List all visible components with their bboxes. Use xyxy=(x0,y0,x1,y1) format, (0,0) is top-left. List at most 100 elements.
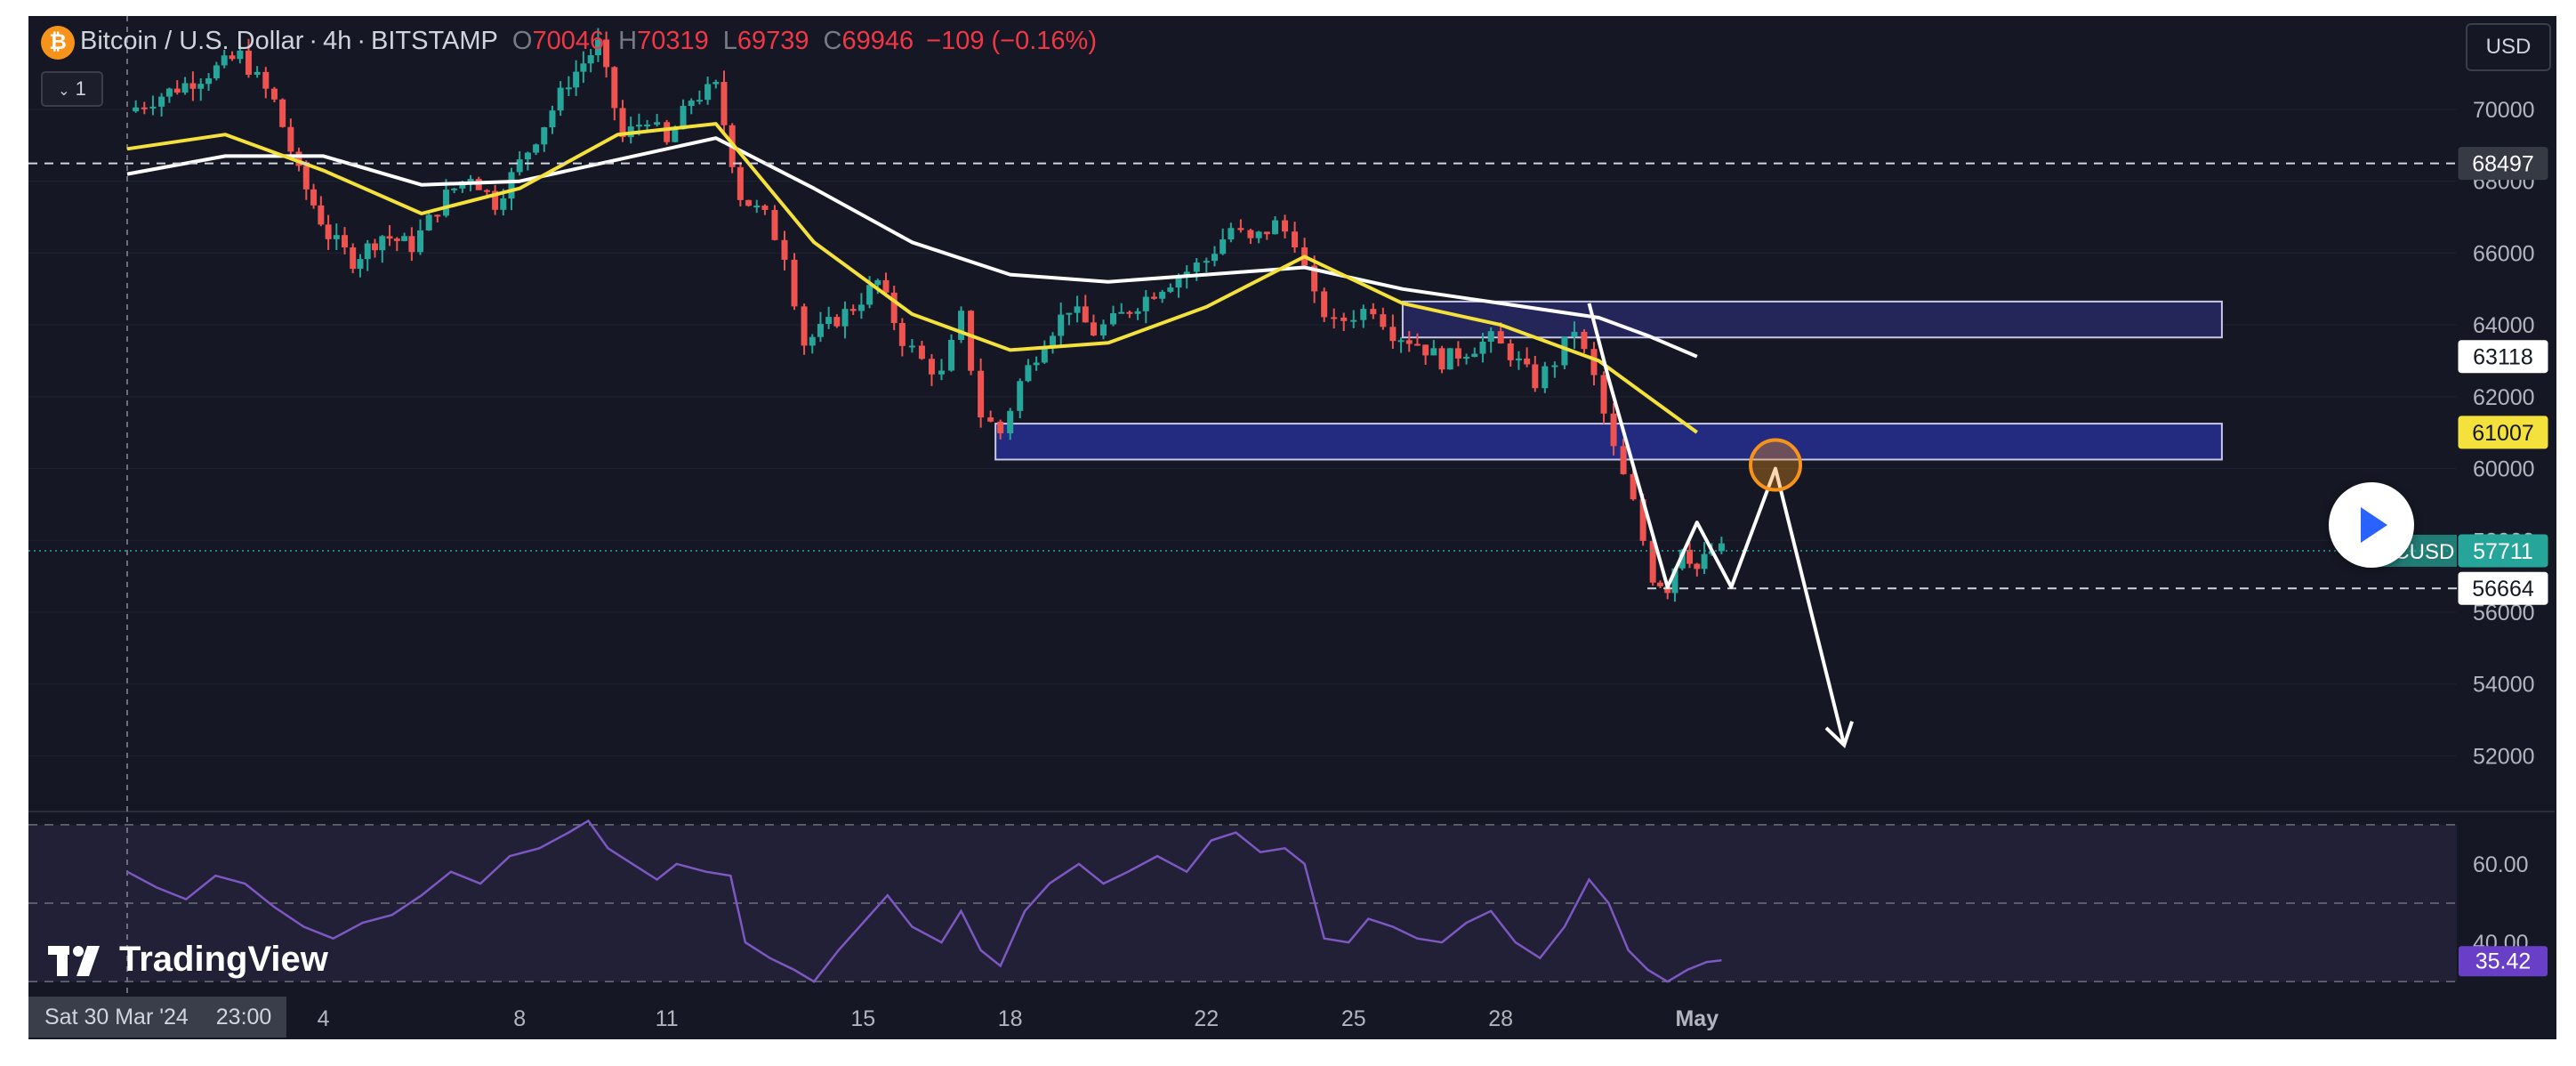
candle-down xyxy=(1507,343,1514,360)
time-tick-label: 28 xyxy=(1488,1006,1513,1031)
candle-up xyxy=(1471,353,1478,358)
candle-up xyxy=(221,55,228,66)
candle-up xyxy=(237,50,244,60)
candle-up xyxy=(1487,331,1494,343)
candle-up xyxy=(1515,358,1522,360)
indicator-toggle-button[interactable]: ⌄ 1 xyxy=(41,71,103,107)
candle-down xyxy=(918,345,925,359)
candle-down xyxy=(611,67,618,109)
candle-down xyxy=(1380,314,1387,327)
candle-down xyxy=(882,279,890,293)
candle-down xyxy=(1311,265,1318,292)
exchange-label: BITSTAMP xyxy=(371,27,498,55)
candle-down xyxy=(270,88,278,100)
level-56664-label: 56664 xyxy=(2472,577,2534,602)
price-tick-label: 62000 xyxy=(2473,385,2535,410)
candle-down xyxy=(1082,306,1089,323)
candle-up xyxy=(644,125,651,127)
candle-up xyxy=(197,84,205,89)
candle-up xyxy=(635,125,642,127)
candle-up xyxy=(1099,324,1107,336)
candle-up xyxy=(1463,357,1470,359)
candle-up xyxy=(866,285,873,305)
candle-up xyxy=(254,71,261,75)
candle-down xyxy=(1620,446,1627,474)
candle-down xyxy=(279,99,286,127)
high-key: H xyxy=(618,27,638,55)
candle-up xyxy=(1551,365,1558,367)
candle-down xyxy=(1150,296,1157,299)
candle-down xyxy=(1610,413,1617,447)
candle-up xyxy=(958,311,965,340)
candle-down xyxy=(745,199,753,206)
candle-down xyxy=(1340,317,1348,321)
candle-up xyxy=(508,172,515,199)
time-tick-label: 11 xyxy=(656,1006,679,1031)
time-tick-label: 8 xyxy=(513,1006,526,1031)
play-button[interactable] xyxy=(2329,482,2414,568)
candle-up xyxy=(654,122,661,125)
price-tick-label: 60000 xyxy=(2473,457,2535,482)
currency-button[interactable]: USD xyxy=(2466,23,2551,71)
candle-up xyxy=(1446,348,1453,370)
level-68497-label-bg xyxy=(2458,147,2548,181)
candle-up xyxy=(364,243,371,260)
candle-down xyxy=(492,190,499,210)
candle-down xyxy=(173,88,181,93)
candle-down xyxy=(302,166,310,190)
candle-down xyxy=(1532,364,1539,389)
candle-up xyxy=(158,96,165,107)
indicator-count: 1 xyxy=(75,77,86,100)
symbol-title[interactable]: Bitcoin / U.S. Dollar xyxy=(80,27,304,55)
candle-down xyxy=(890,292,898,324)
rsi-line xyxy=(126,819,1722,983)
candle-up xyxy=(379,236,386,251)
candle-up xyxy=(1671,568,1678,594)
candle-up xyxy=(541,127,548,145)
candle-up xyxy=(1066,312,1073,315)
candle-up xyxy=(712,82,720,85)
candle-up xyxy=(857,304,865,311)
candle-up xyxy=(165,88,173,97)
candle-up xyxy=(1228,228,1235,240)
candle-down xyxy=(1639,499,1646,541)
candle-down xyxy=(1649,540,1656,583)
candle-down xyxy=(295,151,302,166)
candle-down xyxy=(987,417,994,422)
candle-down xyxy=(771,209,778,240)
candle-up xyxy=(1058,314,1065,336)
ema-fast-value-label: 61007 xyxy=(2472,421,2534,446)
candle-down xyxy=(619,108,626,138)
candle-up xyxy=(1041,348,1048,363)
candle-up xyxy=(1542,366,1549,389)
candle-up xyxy=(1255,231,1262,238)
price-tick-label: 54000 xyxy=(2473,673,2535,698)
candle-up xyxy=(841,309,849,327)
candle-down xyxy=(833,317,841,327)
candle-up xyxy=(753,206,761,208)
separator-dot: · xyxy=(357,27,366,55)
projection-arrowhead xyxy=(1824,721,1855,748)
rsi-layer xyxy=(28,819,2457,983)
candle-up xyxy=(557,87,564,111)
candle-down xyxy=(1524,358,1531,365)
close-key: C xyxy=(823,27,842,55)
candle-down xyxy=(1321,291,1328,318)
candle-layer xyxy=(133,28,1725,602)
ema-layer xyxy=(126,122,1698,434)
crosshair-time-label: Sat 30 Mar '24 23:00 xyxy=(28,997,286,1038)
ema-slow-line xyxy=(126,136,1698,359)
candle-down xyxy=(1263,231,1270,235)
candle-down xyxy=(898,323,906,346)
resistance-zone-lower xyxy=(994,423,2223,461)
candle-down xyxy=(1497,331,1504,343)
interval-label[interactable]: 4h xyxy=(323,27,352,55)
candle-down xyxy=(1664,585,1671,594)
candle-down xyxy=(849,309,857,311)
candle-up xyxy=(1272,220,1279,235)
tradingview-watermark[interactable]: TradingView xyxy=(48,940,328,980)
candle-up xyxy=(533,144,540,153)
candle-up xyxy=(549,110,556,128)
candle-down xyxy=(928,359,935,375)
